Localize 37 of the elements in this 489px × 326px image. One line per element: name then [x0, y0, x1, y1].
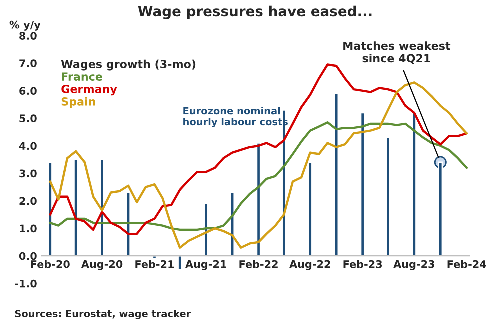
bar	[360, 112, 366, 257]
y-tick-label: 6.0	[20, 87, 37, 96]
x-tick-label: Feb-24	[448, 260, 486, 268]
source-note: Sources: Eurostat, wage tracker	[15, 310, 192, 320]
line-series	[49, 82, 468, 249]
y-axis-title: % y/y	[10, 20, 41, 31]
y-tick-label: 7.0	[20, 60, 37, 68]
y-tick-label: 1.0	[20, 224, 37, 233]
y-tick-label: 3.0	[20, 170, 37, 178]
bar	[256, 142, 262, 257]
text: Spain	[62, 97, 96, 108]
bar	[308, 162, 313, 257]
bar	[178, 255, 183, 271]
x-tick-label: Feb-21	[136, 260, 174, 268]
y-tick-label: 0.0	[19, 252, 37, 260]
text: France	[62, 72, 102, 81]
y-tick-label: 5.0	[20, 114, 37, 123]
y-tick-label: -1.0	[15, 280, 37, 288]
y-tick-label: 8.0	[20, 32, 37, 40]
y-tick-label: 4.0	[19, 142, 37, 150]
bar	[334, 92, 340, 257]
legend-title: Wages growth (3-mo)	[61, 60, 196, 71]
x-tick-label: Aug-23	[394, 260, 434, 270]
x-tick-label: Aug-21	[186, 260, 226, 270]
chart-title: Wage pressures have eased...	[138, 6, 372, 20]
bar	[386, 137, 391, 257]
y-tick-label: 2.0	[20, 197, 37, 206]
x-tick-label: Feb-20	[31, 260, 70, 268]
bar	[74, 159, 79, 257]
text: Germany	[62, 84, 118, 96]
x-tick-label: Aug-22	[290, 260, 330, 270]
annotation: Matches weakest since 4Q21	[344, 42, 451, 64]
bar	[412, 112, 417, 257]
x-tick-label: Feb-22	[240, 260, 278, 268]
x-tick-label: Feb-23	[344, 260, 382, 268]
bar	[126, 192, 132, 257]
x-tick-label: Aug-20	[81, 260, 123, 270]
